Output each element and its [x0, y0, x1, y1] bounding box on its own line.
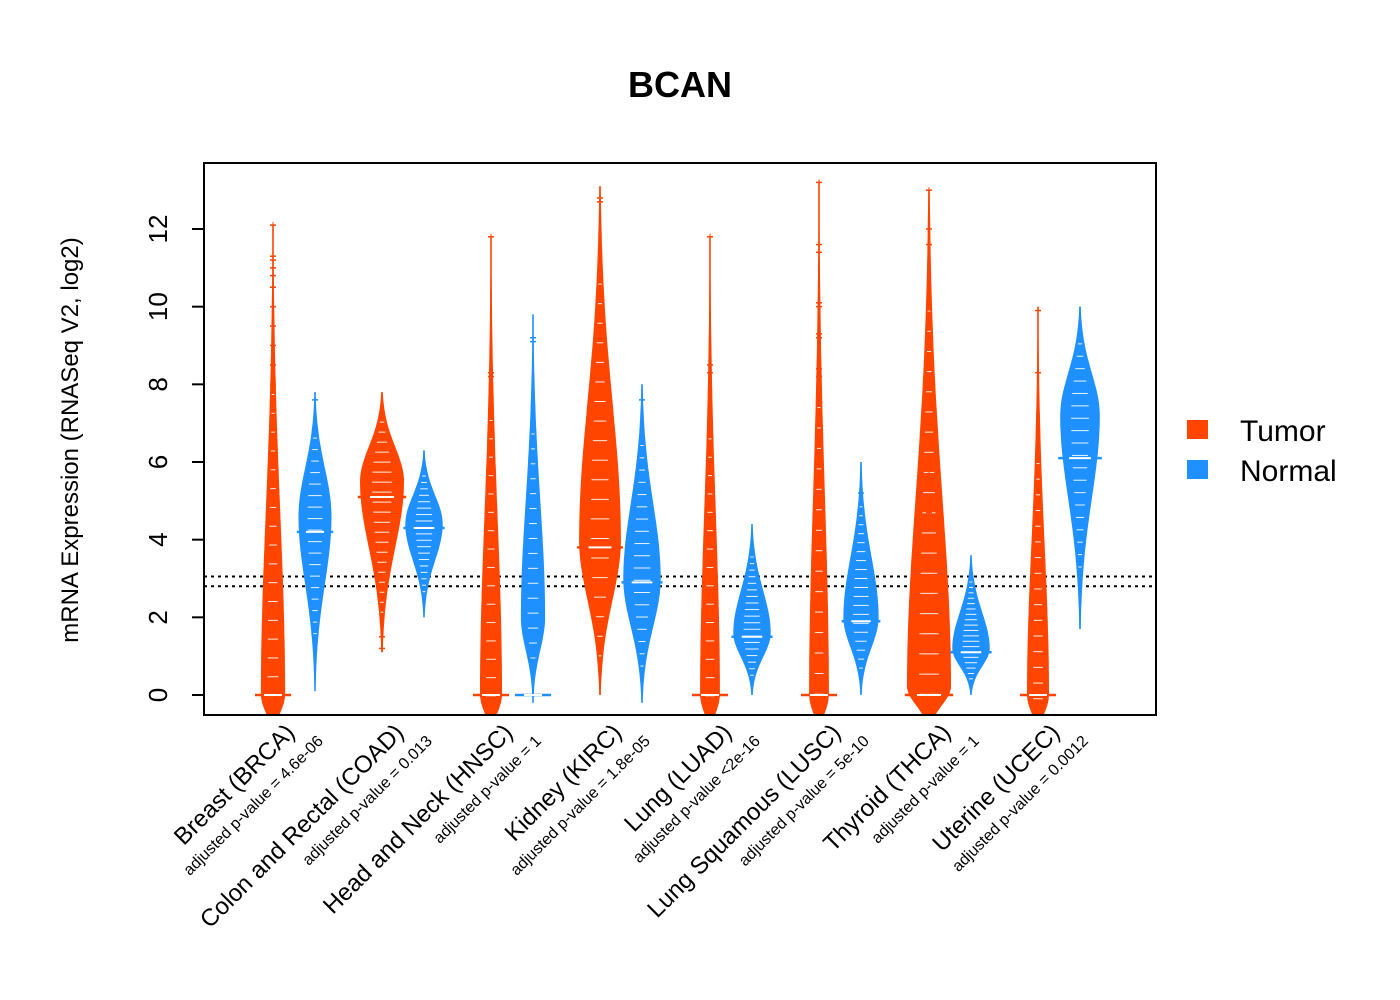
normal-bean: [841, 462, 881, 695]
y-axis-label: mRNA Expression (RNASeq V2, log2): [57, 237, 84, 643]
y-axis: 0 2 4 6 8 10 12: [143, 215, 205, 702]
x-axis: Breast (BRCA)adjusted p-value = 4.6e-06C…: [169, 719, 1092, 933]
tumor-bean: [1020, 306, 1056, 715]
tumor-bean: [692, 233, 728, 715]
normal-bean: [403, 450, 445, 618]
tumor-bean: [255, 222, 291, 715]
normal-bean: [296, 392, 334, 692]
y-tick-label: 6: [143, 455, 173, 469]
legend-label-tumor: Tumor: [1240, 415, 1326, 448]
y-tick-label: 10: [143, 292, 173, 321]
tumor-bean: [577, 186, 623, 696]
plot-frame: [203, 162, 1157, 716]
normal-bean: [731, 524, 773, 695]
tumor-bean: [904, 187, 954, 715]
legend-swatch-tumor: [1187, 420, 1208, 439]
tumor-bean: [801, 179, 837, 715]
plot-area: [204, 179, 1156, 715]
normal-bean: [515, 314, 551, 703]
normal-bean: [950, 555, 992, 695]
legend: Tumor Normal: [1187, 415, 1337, 488]
legend-label-normal: Normal: [1240, 455, 1337, 488]
y-tick-label: 4: [143, 532, 173, 546]
tumor-bean: [357, 392, 407, 653]
tumor-bean: [473, 233, 509, 715]
y-tick-label: 0: [143, 688, 173, 702]
legend-swatch-normal: [1187, 460, 1208, 479]
y-tick-label: 8: [143, 377, 173, 391]
y-tick-label: 2: [143, 610, 173, 624]
y-tick-label: 12: [143, 215, 173, 244]
chart-title: BCAN: [628, 64, 732, 105]
normal-bean: [1058, 306, 1102, 629]
normal-bean: [621, 384, 663, 703]
